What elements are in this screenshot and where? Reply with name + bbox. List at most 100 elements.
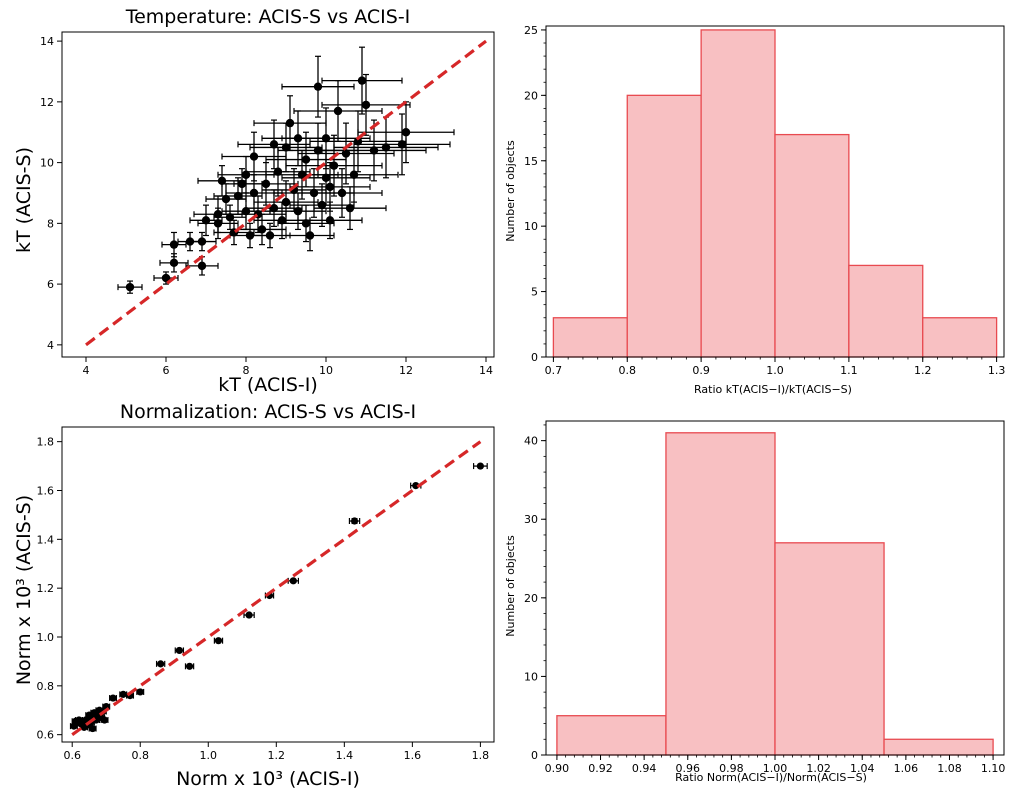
- temperature-x-tick-label: 12: [399, 364, 413, 377]
- normalization-x-tick-label: 1.6: [404, 749, 422, 762]
- temperature-ratio-histogram-bar: [848, 264, 924, 358]
- normalization-y-tick-label: 1.0: [37, 631, 55, 644]
- normalization-data-point: [245, 611, 253, 619]
- temperature-x-tick-label: 6: [163, 364, 170, 377]
- temperature-chart-title: Temperature: ACIS-S vs ACIS-I: [125, 6, 411, 28]
- temperature-y-tick-label: 4: [47, 339, 54, 352]
- normalization-y-tick-label: 1.4: [37, 533, 55, 546]
- temperature-ratio-histogram-bar: [700, 29, 776, 358]
- temperature-data-point: [281, 197, 291, 207]
- temperature-ratio-histogram-bar: [626, 94, 702, 358]
- temperature-data-point: [297, 170, 307, 179]
- temperature-data-point: [197, 237, 207, 246]
- temperature-ratio-x-tick-label: 1.1: [840, 364, 858, 377]
- normalization-data-point: [214, 637, 223, 645]
- temperature-data-point: [329, 161, 339, 170]
- temperature-x-axis-label: kT (ACIS-I): [218, 374, 318, 396]
- temperature-data-point: [397, 140, 407, 149]
- normalization-chart-title: Normalization: ACIS-S vs ACIS-I: [120, 401, 416, 423]
- temperature-data-point: [213, 210, 223, 219]
- temperature-data-point: [241, 207, 251, 216]
- temperature-data-point: [313, 82, 323, 91]
- normalization-y-tick-label: 0.8: [37, 680, 55, 693]
- normalization-data-point: [109, 694, 117, 702]
- temperature-data-point: [293, 134, 303, 143]
- normalization-data-point: [476, 462, 484, 470]
- temperature-data-point: [381, 143, 391, 152]
- normalization-x-axis-label: Norm x 10³ (ACIS-I): [176, 768, 360, 790]
- temperature-ratio-histogram-panel: Ratio kT(ACIS−I)/kT(ACIS−S) Number of ob…: [504, 24, 1005, 396]
- temperature-ratio-y-tick-label: 5: [531, 286, 538, 299]
- normalization-data-point: [119, 690, 127, 698]
- temperature-ratio-x-tick-label: 0.9: [692, 364, 710, 377]
- temperature-scatter-panel: Temperature: ACIS-S vs ACIS-I kT (ACIS-I…: [13, 6, 495, 396]
- temperature-data-point: [285, 118, 295, 128]
- temperature-ratio-y-tick-label: 20: [524, 89, 538, 102]
- normalization-x-tick-label: 1.8: [472, 749, 490, 762]
- temperature-data-point: [293, 207, 303, 216]
- normalization-one-to-one-line: [71, 440, 482, 736]
- normalization-data-point: [136, 688, 144, 696]
- temperature-ratio-y-tick-label: 0: [531, 351, 538, 364]
- normalization-y-tick-label: 1.8: [37, 436, 55, 449]
- temperature-ratio-x-tick-label: 1.2: [914, 364, 932, 377]
- normalization-data-point: [412, 482, 420, 490]
- normalization-ratio-x-tick-label: 1.02: [806, 762, 831, 775]
- temperature-data-point: [337, 188, 347, 198]
- temperature-axes-frame: [61, 31, 495, 358]
- normalization-ratio-y-tick-label: 20: [524, 592, 538, 605]
- temperature-data-point: [269, 203, 279, 213]
- temperature-ratio-histogram-bar: [552, 317, 628, 358]
- temperature-ratio-y-tick-label: 10: [524, 220, 538, 233]
- normalization-ratio-x-tick-label: 1.08: [937, 762, 962, 775]
- temperature-data-point: [325, 182, 335, 192]
- temperature-data-point: [125, 282, 135, 292]
- temperature-data-point: [325, 216, 335, 225]
- temperature-y-tick-label: 12: [40, 96, 54, 109]
- normalization-ratio-x-tick-label: 1.10: [981, 762, 1006, 775]
- normalization-data-point: [70, 722, 78, 730]
- normalization-x-tick-label: 1.2: [268, 749, 286, 762]
- temperature-data-point: [321, 173, 331, 182]
- temperature-y-tick-label: 6: [47, 278, 54, 291]
- temperature-ratio-x-axis-label: Ratio kT(ACIS−I)/kT(ACIS−S): [694, 383, 852, 396]
- temperature-data-point: [169, 240, 179, 249]
- normalization-data-point: [100, 716, 109, 724]
- normalization-data-point: [350, 517, 359, 525]
- temperature-data-point: [333, 106, 343, 116]
- temperature-one-to-one-line: [85, 39, 487, 347]
- temperature-data-point: [313, 146, 323, 155]
- normalization-ratio-x-tick-label: 0.92: [588, 762, 613, 775]
- temperature-data-point: [353, 137, 363, 146]
- temperature-data-point: [197, 261, 207, 271]
- normalization-scatter-panel: Normalization: ACIS-S vs ACIS-I Norm x 1…: [13, 401, 495, 790]
- normalization-y-tick-label: 0.6: [37, 729, 55, 742]
- normalization-y-axis-label: Norm x 10³ (ACIS-S): [13, 495, 35, 685]
- normalization-axes-frame: [61, 426, 495, 743]
- temperature-data-point: [301, 155, 311, 164]
- temperature-data-point: [281, 143, 291, 152]
- temperature-data-point: [345, 203, 355, 213]
- normalization-ratio-y-tick-label: 40: [524, 435, 538, 448]
- temperature-data-point: [249, 152, 259, 161]
- temperature-data-point: [257, 225, 267, 234]
- normalization-x-tick-label: 1.0: [200, 749, 218, 762]
- temperature-data-point: [161, 273, 171, 283]
- normalization-ratio-x-tick-label: 1.04: [850, 762, 875, 775]
- temperature-ratio-y-tick-label: 15: [524, 155, 538, 168]
- temperature-x-tick-label: 10: [319, 364, 333, 377]
- temperature-data-point: [341, 149, 351, 158]
- normalization-ratio-histogram-bar: [556, 715, 667, 756]
- temperature-ratio-y-axis-label: Number of objects: [504, 140, 517, 242]
- temperature-ratio-x-tick-label: 0.7: [545, 364, 563, 377]
- normalization-y-tick-label: 1.6: [37, 484, 55, 497]
- temperature-data-point: [217, 176, 227, 186]
- temperature-ratio-histogram-bar: [774, 133, 850, 358]
- normalization-ratio-histogram-panel: Ratio Norm(ACIS−I)/Norm(ACIS−S) Number o…: [504, 420, 1006, 784]
- normalization-ratio-y-tick-label: 30: [524, 513, 538, 526]
- temperature-y-tick-label: 8: [47, 217, 54, 230]
- temperature-data-point: [305, 231, 315, 240]
- temperature-ratio-x-tick-label: 1.3: [988, 364, 1006, 377]
- temperature-data-point: [401, 128, 411, 137]
